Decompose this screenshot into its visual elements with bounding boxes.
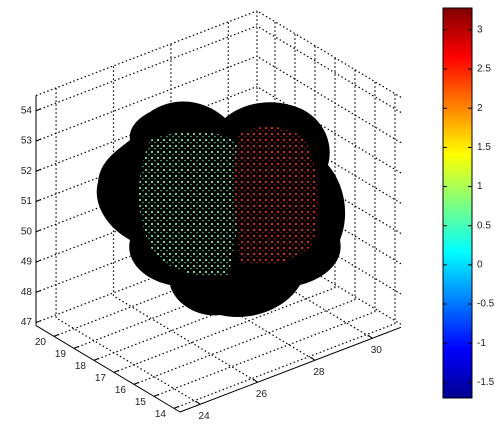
x-tick-label: 26 (256, 389, 268, 400)
y-axis (36, 326, 180, 412)
y-tick-label: 20 (35, 337, 47, 348)
grid-line (154, 312, 375, 397)
y-tick-label: 14 (155, 409, 167, 420)
y-tick-label: 15 (135, 397, 147, 408)
y-tick-label: 17 (95, 373, 107, 384)
x-tick-label: 28 (313, 367, 325, 378)
colorbar-tick-label: -1 (477, 338, 486, 349)
colorbar-tick-label: 2.5 (477, 64, 491, 75)
z-tick-label: 47 (21, 317, 33, 328)
surface-red (235, 127, 319, 264)
x-tick-label: 24 (199, 411, 211, 422)
colorbar-tick-label: -0.5 (477, 299, 495, 310)
grid-line (257, 26, 401, 112)
colorbar-tick-label: 1.5 (477, 142, 491, 153)
x-tick-label: 30 (371, 345, 383, 356)
y-tick-label: 18 (75, 361, 87, 372)
x-tick (311, 357, 315, 360)
z-tick-label: 50 (21, 226, 33, 237)
z-tick-label: 53 (21, 136, 33, 147)
z-tick-label: 49 (21, 257, 33, 268)
grid-line (174, 324, 395, 409)
colorbar-tick-label: 0 (477, 260, 483, 271)
z-tick-label: 51 (21, 196, 33, 207)
colorbar (443, 8, 472, 398)
x-tick (253, 379, 257, 382)
colorbar-tick-label: 0.5 (477, 220, 491, 231)
colorbar-tick-label: -1.5 (477, 377, 495, 388)
colorbar-tick-label: 3 (477, 25, 483, 36)
z-tick-label: 54 (21, 105, 33, 116)
z-tick-label: 48 (21, 287, 33, 298)
x-tick (196, 401, 200, 404)
x-axis (180, 327, 401, 412)
z-tick-label: 52 (21, 166, 33, 177)
box-edge (36, 11, 257, 96)
chart: 47484950515253541415161718192024262830 -… (0, 0, 502, 428)
box-edge (257, 11, 401, 97)
y-tick-label: 16 (115, 385, 127, 396)
colorbar-tick-label: 2 (477, 103, 483, 114)
colorbar-tick-label: 1 (477, 181, 483, 192)
y-tick-label: 19 (55, 349, 67, 360)
x-tick (368, 335, 372, 338)
